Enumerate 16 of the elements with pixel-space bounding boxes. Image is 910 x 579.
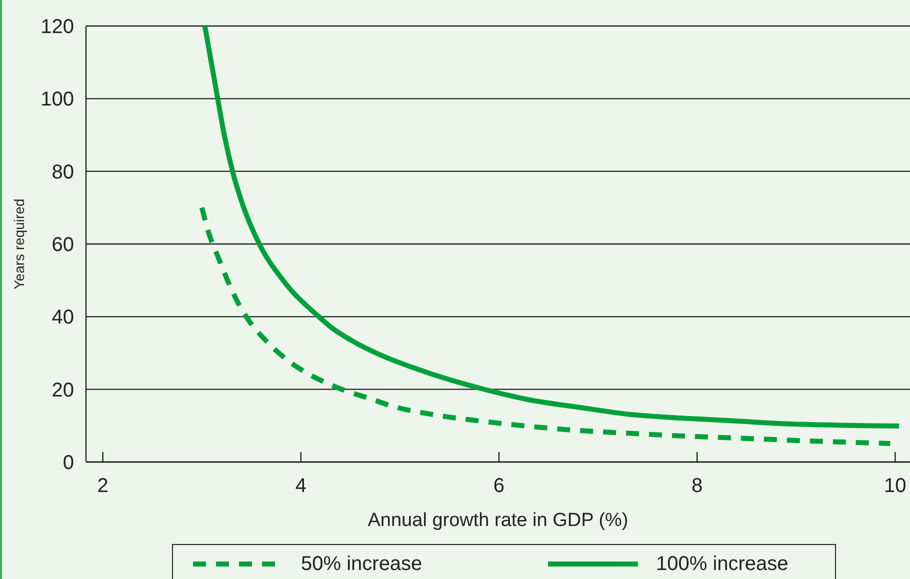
y-tick-label: 120	[40, 16, 74, 38]
x-tick-label: 2	[97, 475, 108, 497]
y-tick-label: 20	[52, 379, 74, 402]
y-tick-label: 40	[52, 306, 74, 329]
y-tick-label: 0	[62, 452, 74, 474]
y-tick-label: 100	[40, 88, 74, 111]
legend-label: 50% increase	[301, 552, 422, 576]
x-tick-label: 4	[295, 475, 306, 497]
y-tick-label: 60	[52, 234, 74, 256]
x-tick-label: 6	[493, 475, 505, 497]
y-tick-label: 80	[52, 161, 74, 184]
x-tick-label: 10	[884, 475, 906, 497]
y-axis-title: Years required	[11, 198, 27, 290]
x-tick-label: 8	[692, 475, 703, 497]
x-axis-title: Annual growth rate in GDP (%)	[368, 510, 628, 531]
legend-label: 100% increase	[656, 552, 788, 576]
